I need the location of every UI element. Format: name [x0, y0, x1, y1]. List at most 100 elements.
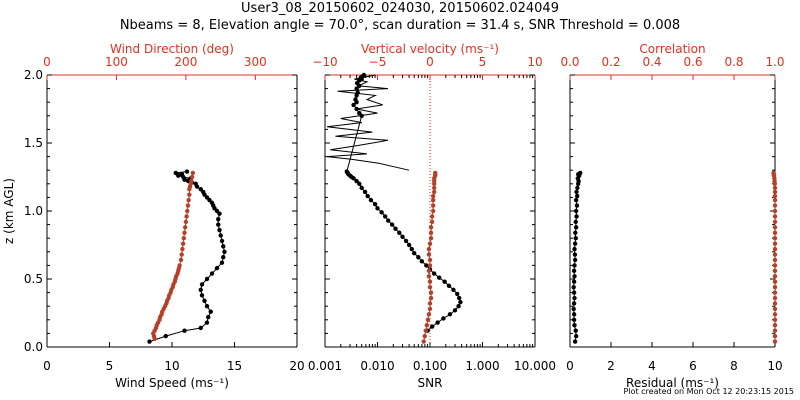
right-series-1-point — [772, 241, 778, 246]
middle-series-2-point — [426, 312, 432, 317]
right-series-1-point — [772, 290, 778, 295]
middle-panel — [324, 72, 536, 348]
right-x-tick-label: 10 — [767, 359, 782, 373]
right-series-1-point — [772, 295, 778, 301]
right-x-tick-label: 6 — [689, 359, 697, 373]
right-panel — [569, 74, 778, 348]
left-x2-tick-label: 0 — [43, 55, 51, 69]
right-x-axis-label: Residual (ms⁻¹) — [626, 376, 719, 390]
left-series-0-point — [221, 255, 226, 260]
left-series-0-point — [219, 260, 225, 265]
middle-series-2-point — [428, 295, 434, 301]
middle-series-2-point — [427, 279, 433, 284]
left-series-0-point — [198, 325, 203, 331]
left-x2-tick-label: 300 — [244, 55, 267, 69]
right-series-0-point — [572, 263, 577, 268]
right-series-0-point — [572, 252, 578, 257]
right-series-0-point — [575, 185, 580, 191]
y-tick-label: 1.0 — [24, 204, 43, 218]
middle-series-2-point — [432, 185, 437, 191]
middle-series-2-point — [429, 214, 435, 219]
middle-series-2-point — [428, 230, 434, 235]
right-x-tick-label: 0 — [566, 359, 574, 373]
right-x2-axis-label: Correlation — [639, 42, 705, 56]
middle-series-0-point — [400, 234, 405, 240]
middle-series-0-point — [344, 169, 349, 174]
middle-series-0-point — [362, 189, 368, 195]
left-series-1-point — [180, 246, 185, 252]
middle-series-2-point — [428, 290, 434, 295]
y-tick-label: 2.0 — [24, 68, 43, 82]
middle-series-2-point — [427, 284, 433, 290]
right-series-1-point — [772, 197, 778, 203]
right-series-0-point — [572, 323, 577, 328]
middle-x-tick-label: 0.010 — [360, 359, 394, 373]
middle-series-0-point — [409, 246, 414, 252]
left-series-0-point — [204, 320, 210, 325]
middle-series-0-point — [379, 210, 384, 215]
middle-series-0-point — [359, 185, 364, 191]
right-series-0-point — [571, 306, 576, 312]
right-series-1-point — [772, 317, 778, 322]
middle-series-0-point — [452, 308, 458, 313]
right-series-0-point — [571, 268, 577, 274]
right-x2-tick-label: 0.4 — [642, 55, 661, 69]
middle-series-0-point — [375, 206, 380, 211]
right-series-1-point — [772, 323, 778, 328]
right-series-1-point — [772, 301, 778, 306]
middle-series-0-point — [368, 197, 374, 203]
left-series-1-point — [181, 236, 187, 241]
right-series-0-point — [573, 328, 578, 333]
middle-series-2-point — [427, 301, 433, 306]
right-series-1-point — [772, 236, 778, 241]
middle-series-0-point — [431, 271, 437, 276]
left-series-1-point — [178, 257, 184, 263]
right-x2-tick-label: 0.8 — [724, 55, 743, 69]
right-series-0-point — [574, 189, 579, 195]
right-series-1-point — [772, 193, 778, 199]
middle-x-tick-label: 1.000 — [465, 359, 499, 373]
middle-x-axis-label: SNR — [418, 376, 443, 390]
right-x-tick-label: 4 — [648, 359, 656, 373]
middle-series-2-point — [428, 225, 434, 230]
middle-series-0-point — [419, 259, 425, 264]
middle-series-2-point — [426, 252, 432, 257]
y-tick-label: 0.0 — [24, 340, 43, 354]
left-series-0-point — [147, 339, 152, 344]
right-series-0-point — [571, 312, 577, 317]
middle-series-0-point — [406, 242, 412, 248]
chart-title: User3_08_20150602_024030, 20150602.02404… — [241, 1, 559, 16]
middle-series-0-point — [437, 275, 442, 280]
middle-series-0-point — [351, 102, 356, 108]
right-series-1-point — [772, 185, 778, 191]
left-series-0-point — [198, 187, 203, 192]
middle-series-0-point — [354, 86, 359, 91]
middle-series-0-point — [416, 255, 421, 260]
right-series-1-point — [772, 230, 778, 235]
left-series-0-point — [216, 222, 221, 227]
right-x-tick-label: 8 — [730, 359, 738, 373]
left-series-0-point — [218, 233, 223, 238]
middle-x2-tick-label: 5 — [479, 55, 487, 69]
middle-series-0-line — [346, 74, 461, 332]
right-series-0-point — [571, 279, 577, 284]
middle-series-0-point — [456, 304, 461, 309]
right-series-0-point — [572, 246, 577, 252]
middle-series-2-point — [427, 241, 433, 246]
middle-series-2-point — [421, 339, 426, 344]
middle-series-0-point — [424, 263, 429, 268]
middle-x-tick-label: 10.000 — [514, 359, 556, 373]
middle-series-0-point — [386, 218, 391, 223]
left-series-1-point — [183, 219, 189, 225]
left-series-0-point — [216, 216, 221, 222]
middle-series-2-point — [428, 236, 434, 241]
left-series-0-point — [199, 282, 205, 287]
middle-series-2-point — [427, 306, 433, 312]
middle-series-2-point — [433, 170, 438, 176]
left-series-0-point — [199, 293, 205, 298]
right-series-1-point — [772, 189, 778, 195]
middle-series-0-point — [457, 295, 462, 301]
right-series-1-point — [772, 219, 778, 225]
right-series-1-point — [772, 214, 778, 219]
